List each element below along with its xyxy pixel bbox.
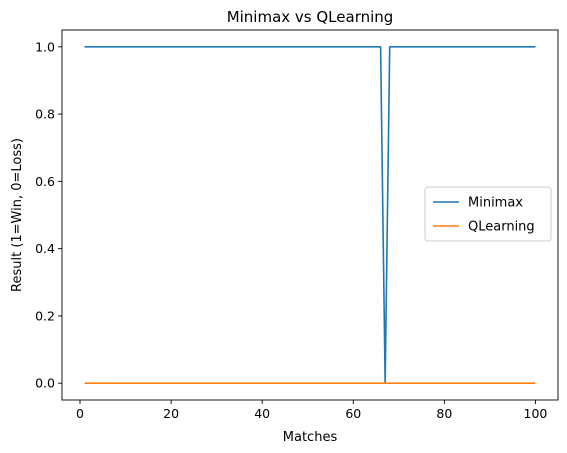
- y-tick-label: 0.4: [35, 241, 55, 256]
- x-tick-label: 40: [254, 406, 270, 421]
- chart-title: Minimax vs QLearning: [227, 8, 394, 26]
- legend: Minimax QLearning: [424, 186, 552, 242]
- axes: 0 20 40 60 80 100 0.0 0.2 0.4 0.6 0.8 1.0: [35, 29, 559, 421]
- x-axis-label: Matches: [283, 430, 338, 445]
- y-tick-label: 0.0: [35, 376, 55, 391]
- legend-box: [424, 186, 552, 242]
- plot-frame: [61, 29, 559, 401]
- x-tick-label: 100: [524, 406, 548, 421]
- y-tick-label: 0.2: [35, 308, 55, 323]
- y-tick-label: 0.8: [35, 107, 55, 122]
- y-tick-label: 1.0: [35, 39, 55, 54]
- plot-area: [84, 46, 536, 384]
- x-tick-label: 80: [436, 406, 452, 421]
- y-tick-label: 0.6: [35, 174, 55, 189]
- x-tick-label: 20: [163, 406, 179, 421]
- y-axis-label: Result (1=Win, 0=Loss): [10, 138, 25, 292]
- x-tick-label: 0: [76, 406, 84, 421]
- legend-label-qlearning: QLearning: [468, 220, 535, 235]
- legend-label-minimax: Minimax: [468, 196, 523, 211]
- x-tick-label: 60: [345, 406, 361, 421]
